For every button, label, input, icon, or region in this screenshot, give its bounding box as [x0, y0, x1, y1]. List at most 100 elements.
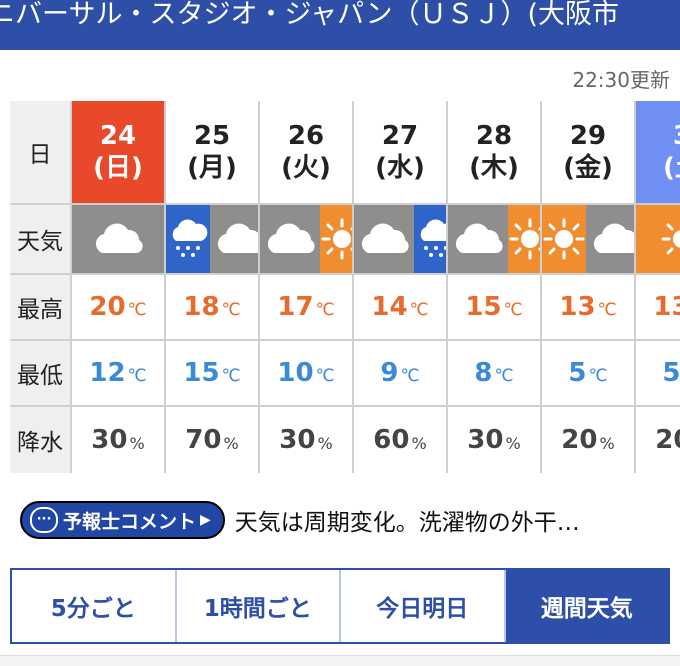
cloud-icon: [448, 205, 508, 273]
speech-bubble-icon: ···: [30, 507, 58, 533]
sun-icon: [320, 205, 352, 273]
weather-icon-cell: [542, 205, 634, 273]
high-temp-unit: ℃: [221, 300, 241, 320]
forecast-tabs: 5分ごと 1時間ごと 今日明日 週間天気: [10, 568, 670, 644]
sun-icon: [636, 205, 680, 273]
cloud-icon: [354, 205, 414, 273]
day-date: 26: [287, 121, 325, 151]
high-temp-value: 18: [183, 292, 220, 322]
low-temp-unit: ℃: [127, 366, 147, 386]
day-header: 3(土: [636, 101, 680, 203]
low-temp: 5℃: [542, 341, 634, 405]
weather-icon-cell: [448, 205, 540, 273]
day-header: 24 (日): [72, 101, 164, 203]
day-of-week: (水): [375, 153, 425, 183]
precip-chance-unit: %: [505, 433, 521, 453]
forecaster-comment[interactable]: ··· 予報士コメント ▶ 天気は周期変化。洗濯物の外干…: [20, 500, 680, 540]
low-temp: 5℃: [636, 341, 680, 405]
low-temp-unit: ℃: [221, 366, 241, 386]
low-temp: 8 ℃: [448, 341, 540, 405]
high-temp-value: 17: [277, 292, 314, 322]
precip-chance-unit: %: [599, 433, 615, 453]
precip-chance-unit: %: [317, 433, 333, 453]
low-temp: 12 ℃: [72, 341, 164, 405]
chevron-right-icon: ▶: [200, 512, 211, 528]
weather-icon-cell: [354, 205, 446, 273]
day-header: 29 (金): [542, 101, 634, 203]
weekly-forecast-table: 日 天気 最高 最低 降水 24 (日) 20 ℃ 12 ℃ 30% 25 (月) 18 ℃ 15 ℃ 7…: [10, 101, 680, 473]
precip-chance-unit: %: [411, 433, 427, 453]
high-temp-unit: ℃: [409, 300, 429, 320]
high-temp-unit: ℃: [597, 300, 617, 320]
precip-chance-value: 30: [467, 425, 504, 455]
low-temp: 15 ℃: [166, 341, 258, 405]
low-temp: 9 ℃: [354, 341, 446, 405]
low-temp: 10 ℃: [260, 341, 352, 405]
forecaster-comment-text: 天気は周期変化。洗濯物の外干…: [234, 510, 580, 536]
low-temp-value: 9: [380, 358, 399, 388]
location-title: ニバーサル・スタジオ・ジャパン（ＵＳＪ）(大阪市: [0, 0, 619, 30]
high-temp: 18 ℃: [166, 275, 258, 339]
precip-chance: 20%: [542, 407, 634, 473]
high-temp: 20 ℃: [72, 275, 164, 339]
precip-chance-unit: %: [129, 433, 145, 453]
precip-chance-value: 30: [91, 425, 128, 455]
rain-icon: [166, 205, 210, 273]
day-date: 25: [193, 121, 231, 151]
precip-chance-value: 20: [561, 425, 598, 455]
day-date: 24: [99, 121, 137, 151]
tab-5min[interactable]: 5分ごと: [12, 570, 177, 642]
precip-chance-value: 60: [373, 425, 410, 455]
high-temp: 13℃: [636, 275, 680, 339]
high-temp-value: 13: [653, 292, 680, 322]
low-temp-unit: ℃: [400, 366, 420, 386]
day-of-week: (土: [663, 153, 680, 183]
high-temp-value: 13: [559, 292, 596, 322]
precip-chance: 60%: [354, 407, 446, 473]
row-label-high: 最高: [10, 275, 70, 339]
low-temp-value: 5: [662, 358, 680, 388]
weather-icon-cell: [166, 205, 258, 273]
low-temp-value: 12: [89, 358, 126, 388]
cloud-icon: [210, 205, 258, 273]
weather-icon-cell: [636, 205, 680, 273]
high-temp-unit: ℃: [503, 300, 523, 320]
low-temp-value: 5: [568, 358, 587, 388]
tab-hourly[interactable]: 1時間ごと: [177, 570, 341, 642]
day-header: 28 (木): [448, 101, 540, 203]
row-label-low: 最低: [10, 341, 70, 405]
day-header: 27 (水): [354, 101, 446, 203]
cloud-icon: [72, 205, 164, 273]
tab-today-tomorrow[interactable]: 今日明日: [341, 570, 506, 642]
forecaster-comment-button[interactable]: ··· 予報士コメント ▶: [20, 501, 225, 539]
day-date: 29: [569, 121, 607, 151]
precip-chance-value: 20: [655, 425, 680, 455]
day-of-week: (日): [93, 153, 143, 183]
day-header: 25 (月): [166, 101, 258, 203]
day-of-week: (月): [187, 153, 237, 183]
high-temp-unit: ℃: [315, 300, 335, 320]
day-of-week: (金): [563, 153, 613, 183]
row-label-day: 日: [10, 101, 70, 203]
day-of-week: (火): [281, 153, 331, 183]
divider: [0, 655, 680, 666]
weather-icon-cell: [72, 205, 164, 273]
row-label-weather: 天気: [10, 205, 70, 273]
high-temp-unit: ℃: [127, 300, 147, 320]
rain-icon: [414, 205, 446, 273]
high-temp-value: 14: [371, 292, 408, 322]
sun-icon: [508, 205, 540, 273]
tab-weekly[interactable]: 週間天気: [505, 570, 668, 642]
sun-icon: [542, 205, 586, 273]
high-temp: 14 ℃: [354, 275, 446, 339]
low-temp-unit: ℃: [494, 366, 514, 386]
high-temp: 15 ℃: [448, 275, 540, 339]
low-temp-unit: ℃: [315, 366, 335, 386]
high-temp-value: 15: [465, 292, 502, 322]
cloud-icon: [260, 205, 320, 273]
precip-chance-unit: %: [223, 433, 239, 453]
location-title-bar: ニバーサル・スタジオ・ジャパン（ＵＳＪ）(大阪市: [0, 0, 680, 50]
high-temp-value: 20: [89, 292, 126, 322]
day-date: 28: [475, 121, 513, 151]
precip-chance: 30%: [260, 407, 352, 473]
